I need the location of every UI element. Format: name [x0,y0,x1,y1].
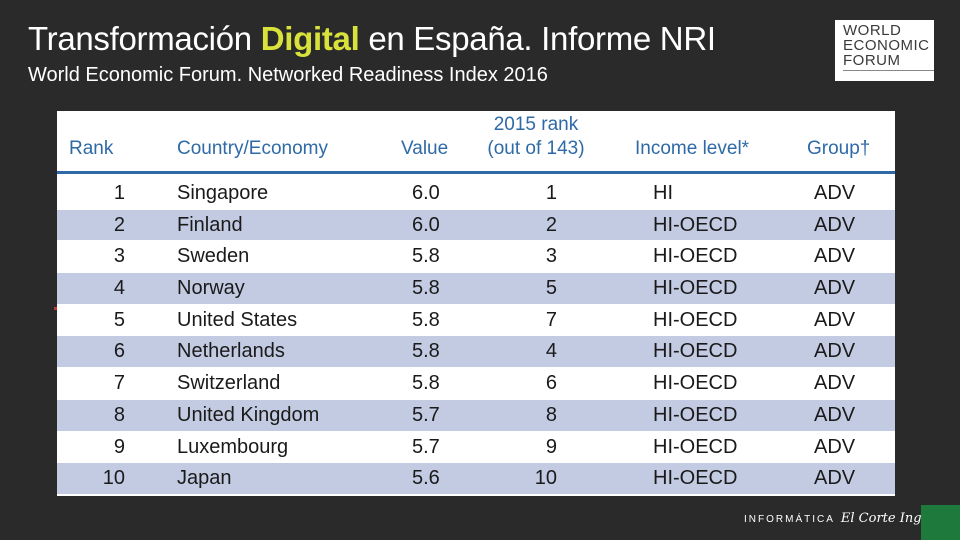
cell-country: United States [177,308,298,331]
decorative-dot [54,307,57,310]
table-row: 6 Netherlands 5.8 4 HI-OECD ADV [57,336,895,369]
slide-title: Transformación Digital en España. Inform… [28,20,716,58]
cell-income: HI-OECD [653,277,738,300]
cell-group: ADV [814,308,856,331]
table-row: 5 United States 5.8 7 HI-OECD ADV [57,305,895,337]
header-rule [57,171,895,174]
brand-green-box [921,505,960,540]
cell-rank: 1 [113,182,125,204]
cell-rank2015: 9 [545,435,557,458]
header-group: Group† [807,138,871,159]
table-row: 10 Japan 5.6 10 HI-OECD ADV [57,463,895,495]
cell-group: ADV [814,213,856,236]
brand-script: El Corte Inglés [840,511,941,526]
footer-brand: INFORMÁTICA El Corte Inglés [744,511,940,526]
table-row: 4 Norway 5.8 5 HI-OECD ADV [57,273,895,305]
cell-rank: 5 [113,308,125,331]
cell-value: 6.0 [412,213,440,236]
cell-rank: 10 [102,467,125,490]
cell-rank: 4 [113,277,125,300]
title-part-2: en España. Informe NRI [359,20,716,57]
header-value: Value [401,138,449,159]
cell-group: ADV [814,435,856,458]
table-header: Rank Country/Economy Value 2015 rank (ou… [57,111,895,165]
header-rank-2015-line-1: 2015 rank [493,114,579,135]
cell-group: ADV [814,277,856,300]
header-rank-2015: 2015 rank (out of 143) [483,113,589,161]
cell-rank: 9 [113,435,125,458]
title-part-1: Transformación [28,20,261,57]
cell-country: Finland [177,213,243,236]
wef-logo: WORLD ECONOMIC FORUM [835,20,934,81]
cell-rank: 2 [113,213,125,236]
table-row: 9 Luxembourg 5.7 9 HI-OECD ADV [57,432,895,464]
cell-rank: 6 [113,340,125,363]
cell-rank2015: 10 [534,467,557,490]
slide-subtitle: World Economic Forum. Networked Readines… [28,64,548,86]
cell-country: United Kingdom [177,403,320,426]
cell-country: Switzerland [177,372,281,395]
logo-underline [843,70,934,71]
cell-group: ADV [814,182,856,204]
table-body: 1 Singapore 6.0 1 HI ADV 2 Finland 6.0 2 HI-OECD AD… [57,178,895,495]
cell-income: HI-OECD [653,213,738,236]
cell-income: HI-OECD [653,308,738,331]
table-row: 8 United Kingdom 5.7 8 HI-OECD ADV [57,399,895,432]
cell-rank: 8 [113,403,125,426]
cell-rank: 7 [113,372,125,395]
cell-value: 5.8 [412,308,440,331]
cell-group: ADV [814,245,856,268]
cell-country: Singapore [177,182,269,204]
cell-rank: 3 [113,245,125,268]
cell-income: HI [653,182,673,204]
cell-rank2015: 5 [545,277,557,300]
cell-rank2015: 8 [545,403,557,426]
cell-rank2015: 6 [545,372,557,395]
cell-income: HI-OECD [653,372,738,395]
logo-line-3: FORUM [843,52,901,69]
cell-group: ADV [814,403,856,426]
cell-rank2015: 4 [545,340,557,363]
cell-country: Japan [177,467,232,490]
cell-value: 5.8 [412,340,440,363]
cell-rank2015: 7 [545,308,557,331]
cell-value: 6.0 [412,182,440,204]
cell-rank2015: 1 [545,182,557,204]
brand-text: INFORMÁTICA [744,514,835,525]
cell-group: ADV [814,340,856,363]
cell-group: ADV [814,372,856,395]
cell-country: Netherlands [177,340,285,363]
cell-rank2015: 2 [545,213,557,236]
cell-income: HI-OECD [653,245,738,268]
cell-value: 5.7 [412,435,440,458]
cell-country: Sweden [177,245,250,268]
table-row: 3 Sweden 5.8 3 HI-OECD ADV [57,241,895,274]
cell-income: HI-OECD [653,403,738,426]
logo-line-2: ECONOMIC [843,37,930,54]
cell-country: Luxembourg [177,435,289,458]
cell-income: HI-OECD [653,467,738,490]
cell-rank2015: 3 [545,245,557,268]
cell-value: 5.6 [412,467,440,490]
cell-value: 5.8 [412,277,440,300]
cell-income: HI-OECD [653,435,738,458]
cell-country: Norway [177,277,245,300]
header-rank: Rank [69,138,114,159]
cell-income: HI-OECD [653,340,738,363]
header-income: Income level* [635,138,750,159]
header-rank-2015-line-2: (out of 143) [487,138,585,159]
cell-value: 5.7 [412,403,440,426]
title-highlight: Digital [260,20,360,57]
table-row: 2 Finland 6.0 2 HI-OECD ADV [57,209,895,242]
cell-value: 5.8 [412,372,440,395]
nri-ranking-table: Rank Country/Economy Value 2015 rank (ou… [57,111,895,496]
header-country: Country/Economy [177,138,329,159]
logo-line-1: WORLD [843,22,902,39]
cell-group: ADV [814,467,856,490]
table-row: 1 Singapore 6.0 1 HI ADV [57,178,895,210]
table-row: 7 Switzerland 5.8 6 HI-OECD ADV [57,368,895,400]
cell-value: 5.8 [412,245,440,268]
